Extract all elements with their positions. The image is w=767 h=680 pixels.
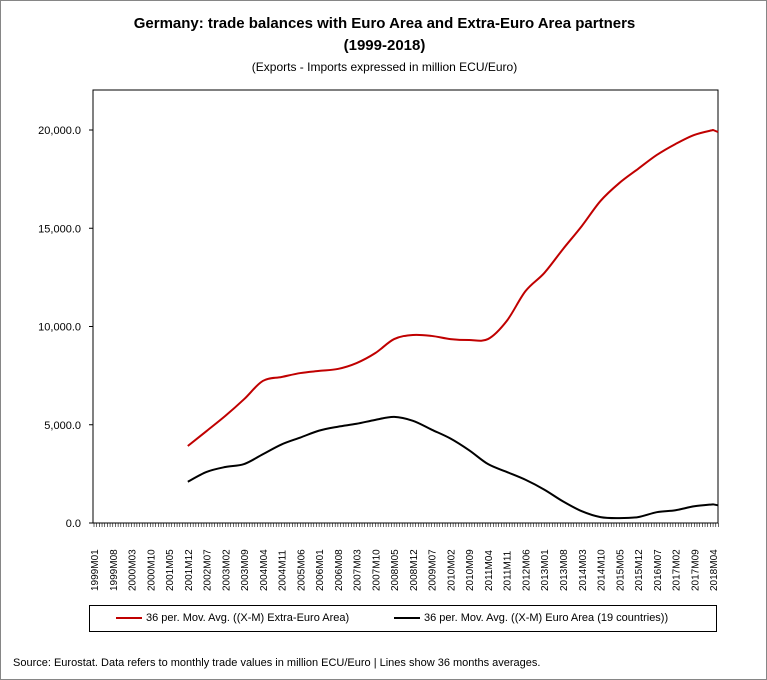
plot-border — [92, 89, 719, 524]
chart-title-years: (1999-2018) — [343, 37, 426, 54]
legend-item-euro-area: 36 per. Mov. Avg. ((X-M) Euro Area (19 c… — [394, 612, 668, 624]
x-tick-label: 2014M03 — [578, 549, 589, 591]
x-tick-label: 2001M05 — [165, 549, 176, 591]
legend-label: 36 per. Mov. Avg. ((X-M) Extra-Euro Area… — [146, 612, 350, 624]
source-note: Source: Eurostat. Data refers to monthly… — [13, 657, 541, 669]
x-tick-label: 2017M09 — [690, 549, 701, 591]
legend-item-extra-euro: 36 per. Mov. Avg. ((X-M) Extra-Euro Area… — [116, 612, 349, 624]
x-tick-label: 2003M09 — [240, 549, 251, 591]
x-tick-label: 2011M04 — [484, 550, 495, 591]
y-tick-label: 20,000.0 — [38, 125, 81, 137]
chart-subtitle: (Exports - Imports expressed in million … — [251, 60, 518, 74]
x-tick-label: 2014M10 — [597, 549, 608, 591]
x-tick-label: 2006M08 — [334, 549, 345, 591]
x-tick-label: 2013M01 — [540, 549, 551, 591]
x-tick-label: 2015M05 — [615, 549, 626, 591]
x-tick-label: 2000M03 — [128, 549, 139, 591]
x-tick-label: 2015M12 — [634, 549, 645, 591]
x-tick-label: 2008M12 — [409, 549, 420, 591]
x-tick-label: 2017M02 — [672, 549, 683, 591]
series-line-euro-area — [187, 415, 719, 520]
y-tick-label: 10,000.0 — [38, 322, 81, 334]
legend: 36 per. Mov. Avg. ((X-M) Extra-Euro Area… — [89, 605, 717, 632]
x-tick-label: 2010M09 — [465, 549, 476, 591]
x-tick-label: 2004M04 — [259, 549, 270, 591]
x-tick-label: 2003M02 — [221, 549, 232, 591]
chart-title: Germany: trade balances with Euro Area a… — [133, 15, 636, 32]
x-tick-label: 2008M05 — [390, 549, 401, 591]
x-tick-label: 2010M02 — [446, 549, 457, 591]
x-tick-label: 2007M03 — [353, 549, 364, 591]
legend-swatch-red — [116, 617, 142, 619]
x-tick-label: 2012M06 — [521, 549, 532, 591]
legend-label: 36 per. Mov. Avg. ((X-M) Euro Area (19 c… — [424, 612, 669, 624]
series-line-extra-euro — [187, 128, 719, 447]
x-tick-label: 2007M10 — [371, 549, 382, 591]
x-tick-label: 2001M12 — [184, 549, 195, 591]
x-tick-label: 2011M11 — [503, 550, 514, 591]
x-tick-label: 2004M11 — [278, 550, 289, 591]
x-tick-label: 2006M01 — [315, 549, 326, 591]
x-tick-label: 1999M08 — [109, 549, 120, 591]
x-tick-label: 2002M07 — [203, 549, 214, 591]
x-tick-label: 2016M07 — [653, 549, 664, 591]
y-tick-label: 5,000.0 — [44, 420, 81, 432]
x-tick-label: 2000M10 — [146, 549, 157, 591]
x-tick-label: 2013M08 — [559, 549, 570, 591]
x-tick-label: 2018M04 — [709, 549, 720, 591]
legend-swatch-black — [394, 617, 420, 619]
x-tick-label: 2009M07 — [428, 549, 439, 591]
x-tick-label: 1999M01 — [90, 549, 101, 591]
y-tick-label: 15,000.0 — [38, 223, 81, 235]
x-tick-label: 2005M06 — [296, 549, 307, 591]
y-tick-label: 0.0 — [66, 518, 81, 530]
